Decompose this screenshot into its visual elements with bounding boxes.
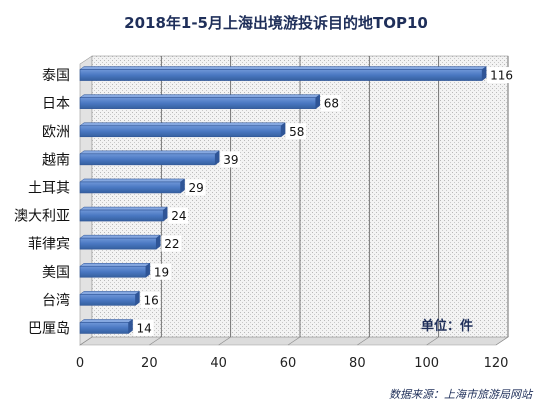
bar-top-face: [79, 94, 321, 98]
data-label-background: [220, 151, 241, 168]
x-tick-label: 0: [76, 356, 84, 371]
data-label-text: 24: [171, 209, 186, 223]
bar-front-face: [79, 69, 483, 81]
bar: [79, 318, 134, 334]
category-label: 日本: [42, 96, 70, 112]
bar-top-face: [79, 178, 186, 183]
data-label-background: [150, 263, 171, 280]
data-label-background: [133, 319, 154, 336]
bar-top-face: [79, 150, 220, 155]
bar: [79, 122, 286, 138]
data-label: 24: [168, 207, 189, 224]
bar: [79, 150, 220, 166]
category-label: 欧洲: [42, 124, 70, 140]
floor-gridline: [287, 336, 301, 346]
data-label: 58: [286, 123, 307, 140]
source-note: 数据来源：上海市旅游局网站: [389, 388, 534, 401]
x-tick-label: 20: [141, 356, 158, 371]
data-label: 14: [133, 319, 154, 336]
x-tick-label: 80: [349, 356, 366, 371]
bar-top-face: [79, 206, 168, 211]
data-label-background: [140, 291, 161, 308]
unit-note: 单位：件: [421, 318, 473, 334]
data-label-text: 116: [490, 69, 513, 83]
floor-gridline: [495, 336, 509, 346]
data-label: 16: [140, 291, 161, 308]
bar: [79, 94, 321, 110]
floor-gridline: [79, 336, 93, 346]
bar-front-face: [79, 97, 317, 109]
bar-front-face: [79, 265, 147, 278]
category-label: 菲律宾: [28, 237, 70, 253]
floor-gridline: [218, 336, 231, 346]
data-label-background: [168, 207, 189, 224]
x-tick-label: 60: [280, 356, 297, 371]
data-label-text: 14: [137, 321, 152, 335]
bar-top-face: [79, 234, 162, 239]
category-label: 土耳其: [28, 180, 70, 196]
data-label: 116: [487, 67, 515, 84]
bar: [79, 206, 168, 222]
bar-top-face: [79, 263, 151, 267]
bar: [79, 178, 186, 194]
bar-top-face: [79, 66, 487, 70]
bar-front-face: [79, 237, 157, 250]
floor-gridline: [149, 336, 162, 346]
category-label: 巴厘岛: [28, 321, 70, 337]
data-label-text: 29: [189, 181, 204, 195]
data-label-background: [487, 67, 515, 84]
category-label: 越南: [42, 152, 70, 168]
data-label-background: [286, 123, 307, 140]
category-label: 澳大利亚: [14, 209, 70, 225]
chart-title: 2018年1-5月上海出境游投诉目的地TOP10: [124, 14, 428, 32]
data-label: 68: [320, 95, 341, 112]
bar-top-face: [79, 291, 141, 295]
data-label-text: 39: [223, 153, 238, 167]
bar: [79, 66, 487, 82]
data-label-background: [161, 235, 182, 252]
data-label-text: 22: [164, 237, 179, 251]
category-label: 泰国: [42, 68, 70, 84]
bar-front-face: [79, 322, 129, 334]
x-tick-label: 40: [210, 356, 227, 371]
bar-front-face: [79, 209, 164, 222]
bars: [79, 66, 487, 334]
value-axis-tick-labels: 0 20 40 60 80 100 120: [76, 356, 509, 371]
category-label: 美国: [42, 265, 70, 281]
bar: [79, 290, 141, 306]
x-tick-label: 120: [484, 356, 509, 371]
category-label: 台湾: [42, 292, 70, 309]
floor-gridline: [357, 336, 370, 346]
data-label-background: [185, 179, 206, 196]
data-label: 29: [185, 179, 206, 196]
bar: [79, 262, 151, 278]
floor-gridline: [426, 336, 439, 346]
data-label-text: 58: [289, 125, 304, 139]
data-label-text: 68: [324, 97, 339, 111]
bar-front-face: [79, 294, 136, 306]
data-label: 19: [150, 263, 171, 280]
data-label: 39: [220, 151, 241, 168]
data-label-background: [320, 95, 341, 112]
bar-top-face: [79, 319, 134, 323]
data-label: 22: [161, 235, 182, 252]
bar-top-face: [79, 122, 286, 126]
bar-front-face: [79, 153, 216, 166]
data-label-text: 19: [154, 265, 169, 279]
bar-front-face: [79, 125, 282, 138]
bar-front-face: [79, 181, 181, 194]
data-label-text: 16: [143, 293, 158, 307]
bar: [79, 234, 162, 250]
x-tick-label: 100: [414, 356, 439, 371]
